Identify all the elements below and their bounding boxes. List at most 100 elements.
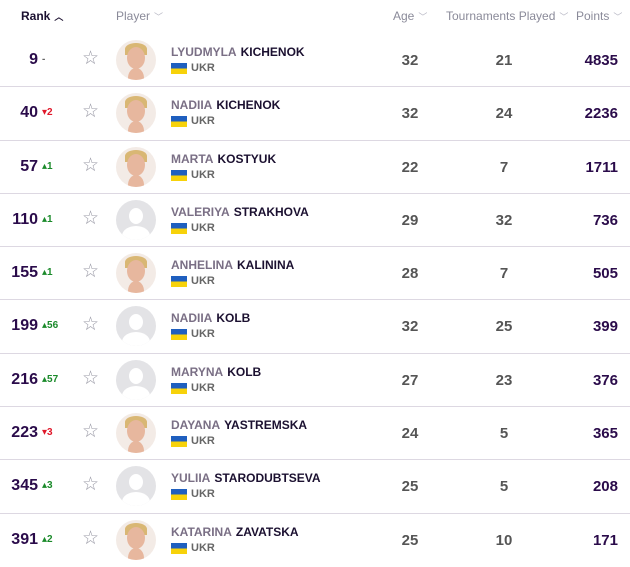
first-name: ANHELINA [171, 258, 233, 273]
country-code: UKR [191, 275, 215, 288]
ukraine-flag-icon [171, 329, 187, 341]
age: 22 [401, 158, 419, 176]
last-name: STRAKHOVA [233, 204, 309, 219]
ukraine-flag-icon [171, 222, 187, 234]
rank: 345 [11, 477, 38, 495]
age: 24 [401, 425, 419, 443]
tournaments-played: 32 [495, 211, 513, 229]
age: 32 [401, 318, 419, 336]
avatar [116, 253, 156, 294]
rank: 110 [12, 210, 38, 228]
sort-points[interactable]: Points ﹀ [576, 9, 622, 23]
player-name[interactable]: NADIIA KOLB [171, 311, 250, 325]
player-name[interactable]: YULIIA STARODUBTSEVA [171, 471, 321, 485]
last-name: ZAVATSKA [235, 524, 299, 539]
table-row[interactable]: 391 ▴2 ☆ KATARINA ZAVATSKA UKR 25 10 171 [0, 514, 630, 567]
country: UKR [171, 382, 215, 395]
age: 25 [401, 531, 419, 549]
last-name: YASTREMSKA [224, 418, 308, 433]
chevron-up-icon: ︿ [54, 12, 64, 22]
last-name: KICHENOK [216, 98, 281, 113]
sort-age[interactable]: Age ﹀ [393, 9, 427, 23]
table-row[interactable]: 216 ▴57 ☆ MARYNA KOLB UKR 27 23 376 [0, 354, 630, 408]
first-name: LYUDMYLA [171, 45, 237, 59]
tournaments-played: 7 [499, 158, 509, 176]
chevron-down-icon: ﹀ [418, 12, 428, 22]
player-name[interactable]: ANHELINA KALININA [171, 258, 294, 272]
points: 399 [592, 318, 618, 336]
points: 1711 [585, 158, 618, 176]
sort-rank[interactable]: Rank ︿ [21, 9, 63, 23]
chevron-down-icon: ﹀ [154, 12, 164, 22]
rank-change: ▴1 [42, 267, 53, 279]
star-icon[interactable]: ☆ [82, 527, 100, 549]
avatar [116, 413, 156, 454]
first-name: KATARINA [171, 524, 232, 539]
player-name[interactable]: LYUDMYLA KICHENOK [171, 45, 305, 59]
table-row[interactable]: 57 ▴1 ☆ MARTA KOSTYUK UKR 22 7 1711 [0, 141, 630, 194]
player-name[interactable]: MARTA KOSTYUK [171, 152, 276, 166]
player-name[interactable]: NADIIA KICHENOK [171, 98, 280, 112]
ukraine-flag-icon [171, 169, 187, 181]
table-header: Rank ︿ Player ﹀ Age ﹀ Tournaments Played ﹀ Point… [0, 0, 630, 34]
first-name: MARYNA [171, 364, 224, 379]
player-name[interactable]: MARYNA KOLB [171, 365, 261, 379]
player-name[interactable]: KATARINA ZAVATSKA [171, 525, 299, 539]
rank: 155 [11, 264, 38, 282]
player-name[interactable]: DAYANA YASTREMSKA [171, 418, 307, 432]
star-icon[interactable]: ☆ [82, 207, 100, 229]
table-row[interactable]: 223 ▾3 ☆ DAYANA YASTREMSKA UKR 24 5 365 [0, 407, 630, 461]
country: UKR [171, 328, 215, 341]
first-name: VALERIYA [171, 204, 230, 219]
age: 25 [401, 478, 419, 496]
rank-change: ▴1 [42, 160, 53, 172]
age: 32 [401, 52, 419, 69]
table-row[interactable]: 9- ☆ LYUDMYLA KICHENOK UKR 32 21 4835 [0, 34, 630, 88]
star-icon[interactable]: ☆ [82, 474, 100, 496]
rank: 216 [11, 370, 38, 388]
tournaments-played: 10 [495, 531, 513, 549]
sort-tournaments[interactable]: Tournaments Played ﹀ [446, 9, 568, 23]
age: 27 [401, 371, 419, 389]
table-row[interactable]: 199 ▴56 ☆ NADIIA KOLB UKR 32 25 399 [0, 300, 630, 354]
ukraine-flag-icon [171, 542, 187, 554]
tournaments-played: 21 [495, 52, 513, 69]
rank: 57 [20, 157, 38, 175]
chevron-down-icon: ﹀ [559, 12, 569, 22]
star-icon[interactable]: ☆ [82, 314, 100, 336]
star-icon[interactable]: ☆ [82, 421, 100, 443]
country: UKR [171, 115, 215, 128]
tournaments-played: 5 [499, 478, 509, 496]
star-icon[interactable]: ☆ [82, 367, 100, 389]
country-code: UKR [191, 115, 215, 128]
table-row[interactable]: 155 ▴1 ☆ ANHELINA KALININA UKR 28 7 505 [0, 247, 630, 301]
star-icon[interactable]: ☆ [82, 154, 100, 176]
rank-change: - [42, 54, 46, 65]
points: 2236 [584, 105, 618, 123]
rank-change: ▴56 [42, 320, 59, 332]
first-name: YULIIA [171, 471, 211, 486]
tournaments-played: 24 [495, 105, 513, 123]
avatar [116, 306, 156, 347]
country-code: UKR [191, 168, 215, 181]
points: 365 [592, 425, 618, 443]
points-header: Points [576, 9, 610, 23]
rank-header: Rank [21, 9, 51, 23]
points: 208 [592, 478, 618, 496]
points: 505 [592, 265, 618, 283]
star-icon[interactable]: ☆ [82, 261, 100, 283]
table-row[interactable]: 110 ▴1 ☆ VALERIYA STRAKHOVA UKR 29 32 736 [0, 194, 630, 248]
table-row[interactable]: 345 ▴3 ☆ YULIIA STARODUBTSEVA UKR 25 5 208 [0, 460, 630, 514]
avatar [116, 199, 156, 240]
age-header: Age [393, 9, 415, 23]
player-header: Player [116, 9, 151, 23]
sort-player[interactable]: Player ﹀ [116, 9, 163, 23]
star-icon[interactable]: ☆ [82, 48, 100, 69]
country-code: UKR [191, 541, 215, 554]
country: UKR [171, 62, 215, 75]
table-row[interactable]: 40 ▾2 ☆ NADIIA KICHENOK UKR 32 24 2236 [0, 87, 630, 141]
rank: 9 [29, 51, 38, 68]
star-icon[interactable]: ☆ [82, 101, 100, 123]
player-name[interactable]: VALERIYA STRAKHOVA [171, 205, 309, 219]
rank-change: ▾3 [42, 427, 53, 439]
